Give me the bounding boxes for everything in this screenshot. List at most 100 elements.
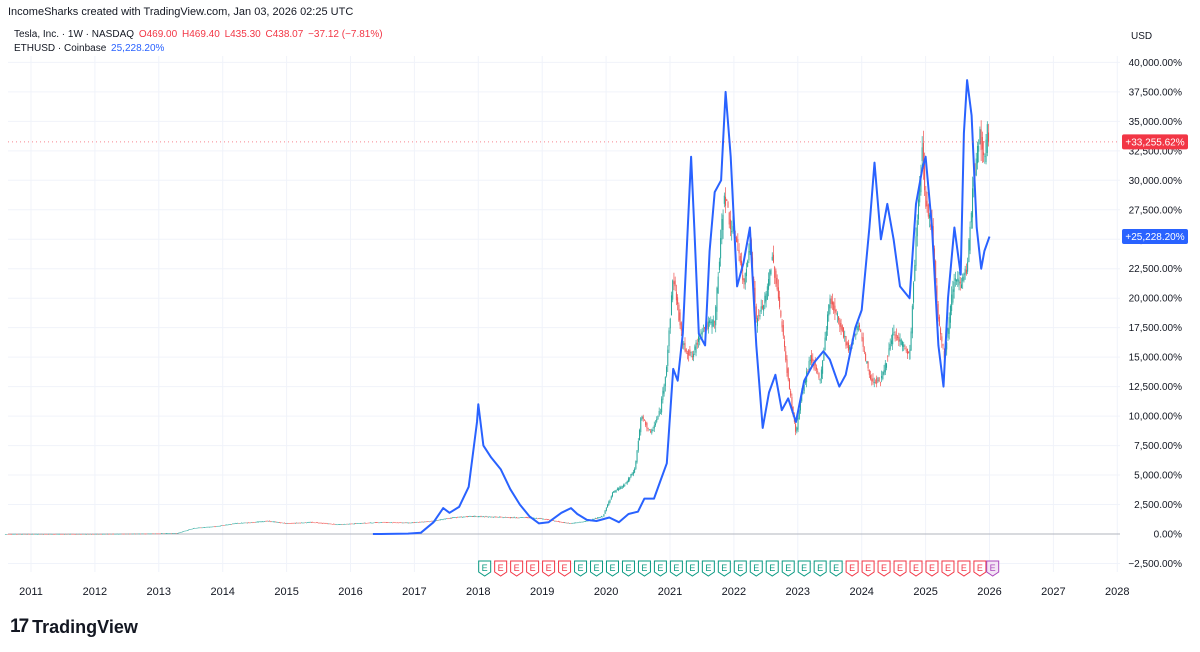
tsla-candle-body [431,520,433,522]
earnings-marker-label: E [530,563,536,573]
tsla-candle [479,515,481,518]
tsla-candle-body [968,239,970,263]
tsla-candle [482,516,484,518]
tsla-candle-body [62,533,64,535]
tsla-candle [470,515,472,517]
tsla-candle [73,533,75,535]
tsla-candle [310,521,312,523]
tsla-candle-body [656,419,658,422]
tsla-candle-body [349,523,351,525]
tsla-candle-body [841,325,843,331]
earnings-marker-label: E [498,563,504,573]
tsla-candle [142,533,144,535]
tsla-candle-body [12,534,14,535]
tsla-candle [830,295,832,309]
tsla-candle-body [39,534,41,535]
tsla-candle [256,521,258,523]
y-tick-label: 30,000.00% [1129,176,1182,187]
tsla-candle-body [775,270,777,284]
tsla-candle [372,522,374,524]
tsla-candle [408,522,410,524]
tsla-candle-body [847,342,849,351]
tsla-candle-body [509,517,511,518]
earnings-marker-shape [829,560,843,577]
tsla-candle-body [119,533,121,535]
tsla-candle [278,522,280,523]
y-tick-label: 2,500.00% [1134,500,1182,511]
tsla-candle-body [855,333,857,336]
earnings-marker: E [621,560,635,577]
tsla-candle-body [60,534,62,535]
tsla-candle-body [315,522,317,523]
tsla-candle [49,533,51,535]
tsla-candle-body [958,280,960,286]
tsla-candle-body [742,275,744,281]
tsla-candle-body [441,519,443,520]
tsla-candle [188,529,190,531]
tsla-candle [291,522,293,524]
currency-label[interactable]: USD [1131,31,1153,42]
tsla-candle-body [15,533,17,535]
tsla-candle-body [129,533,131,535]
tsla-candle [756,315,758,333]
earnings-marker-shape [765,560,779,577]
eth-legend[interactable]: ETHUSD · Coinbase 25,228.20% [14,43,166,54]
tsla-candle [221,525,223,526]
tsla-candle-body [640,418,642,433]
tsla-candle [533,517,535,519]
tsla-candle-body [411,522,413,523]
tsla-candle [669,317,671,334]
tsla-candle-body [903,344,905,348]
tsla-candle [401,522,403,524]
tsla-candle [449,517,451,519]
earnings-marker-label: E [482,563,488,573]
tsla-candle [260,521,262,523]
tsla-candle [709,317,711,327]
tsla-candle [159,533,161,535]
tsla-candle [868,369,870,378]
tsla-candle-body [474,516,476,517]
tsla-candle-body [828,304,830,316]
earnings-marker: E [973,560,987,577]
tsla-candle-body [572,522,574,524]
tsla-candle [770,268,772,276]
tsla-candle-body [459,516,461,518]
tsla-candle [796,426,798,434]
tsla-candle [986,121,988,157]
tsla-candle [567,522,569,524]
tsla-candle-body [541,518,543,520]
tsla-candle [895,328,897,341]
tsla-candle [120,533,122,535]
tsla-candle-body [766,286,768,300]
tsla-legend[interactable]: Tesla, Inc. · 1W · NASDAQ O469.00 H469.4… [14,29,385,40]
x-tick-label: 2014 [210,586,234,598]
tsla-candle [468,515,470,517]
tsla-candle-body [608,501,610,506]
tsla-candle-body [449,518,451,519]
tsla-candle-body [204,527,206,528]
tsla-candle-body [564,522,566,524]
tsla-candle-body [8,533,10,535]
tsla-candle [416,521,418,523]
earnings-marker: E [861,560,875,577]
tsla-candle-body [337,524,339,525]
tsla-candle [541,518,543,520]
tsla-candle [427,521,429,522]
tradingview-logo[interactable]: 17 TradingView [10,616,138,637]
tsla-candle [487,516,489,518]
tsla-candle [878,377,880,382]
tsla-candle [619,485,621,490]
earnings-marker-shape [685,560,699,577]
tsla-candle-body [868,370,870,375]
tsla-candle-body [861,337,863,339]
tsla-candle-body [597,517,599,519]
tsla-candle-body [114,533,116,535]
x-tick-label: 2016 [338,586,362,598]
tsla-candle [352,523,354,525]
tsla-candle [764,292,766,310]
tsla-candle-body [299,522,301,524]
tsla-candle [840,318,842,335]
tsla-candle [266,520,268,522]
tsla-candle-body [212,526,214,528]
